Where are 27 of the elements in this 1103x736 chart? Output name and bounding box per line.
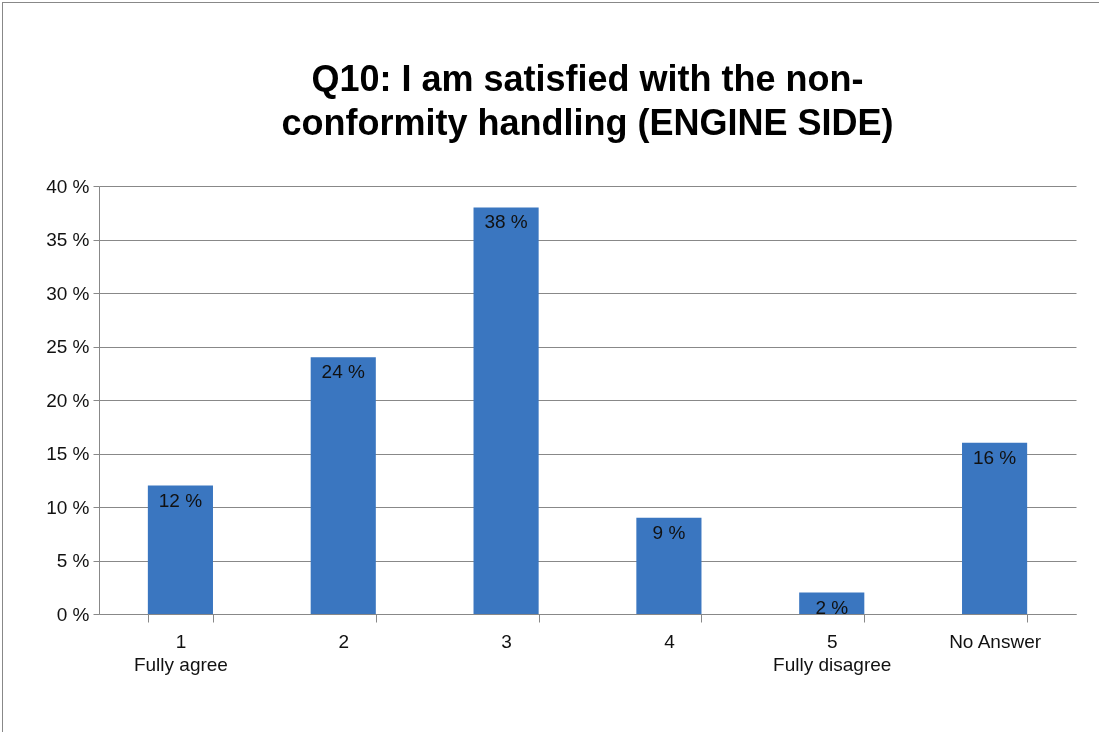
y-tick-label: 20 % — [46, 389, 90, 411]
bar — [147, 485, 213, 614]
bar — [962, 442, 1028, 614]
data-label: 12 % — [158, 489, 203, 511]
y-tick-label: 10 % — [46, 496, 90, 518]
data-label: 38 % — [484, 211, 528, 233]
bar — [473, 207, 539, 614]
x-tick-label: 2 — [338, 630, 350, 652]
bar — [310, 357, 376, 614]
data-label: 2 % — [815, 596, 849, 618]
y-tick-label: 15 % — [46, 443, 90, 464]
data-label: 9 % — [652, 521, 686, 543]
x-tick-label: 5 Fully disagree — [773, 630, 892, 675]
data-label: 24 % — [321, 361, 366, 383]
chart-title: Q10: I am satisfied with the non- conformity handling (ENGINE SIDE) — [281, 58, 894, 143]
data-label: 16 % — [972, 446, 1017, 468]
x-tick-label: 3 — [501, 630, 512, 652]
bar — [636, 517, 702, 614]
y-tick-label: 5 % — [56, 550, 90, 571]
x-tick-label: 1 Fully agree — [133, 630, 228, 675]
y-tick-label: 30 % — [46, 282, 90, 304]
y-tick-label: 25 % — [46, 336, 90, 357]
y-tick-label: 40 % — [46, 175, 90, 197]
x-tick-label: 4 — [664, 630, 676, 652]
x-tick-label: No Answer — [949, 630, 1042, 652]
y-tick-label: 0 % — [56, 603, 90, 625]
y-tick-label: 35 % — [46, 229, 90, 250]
